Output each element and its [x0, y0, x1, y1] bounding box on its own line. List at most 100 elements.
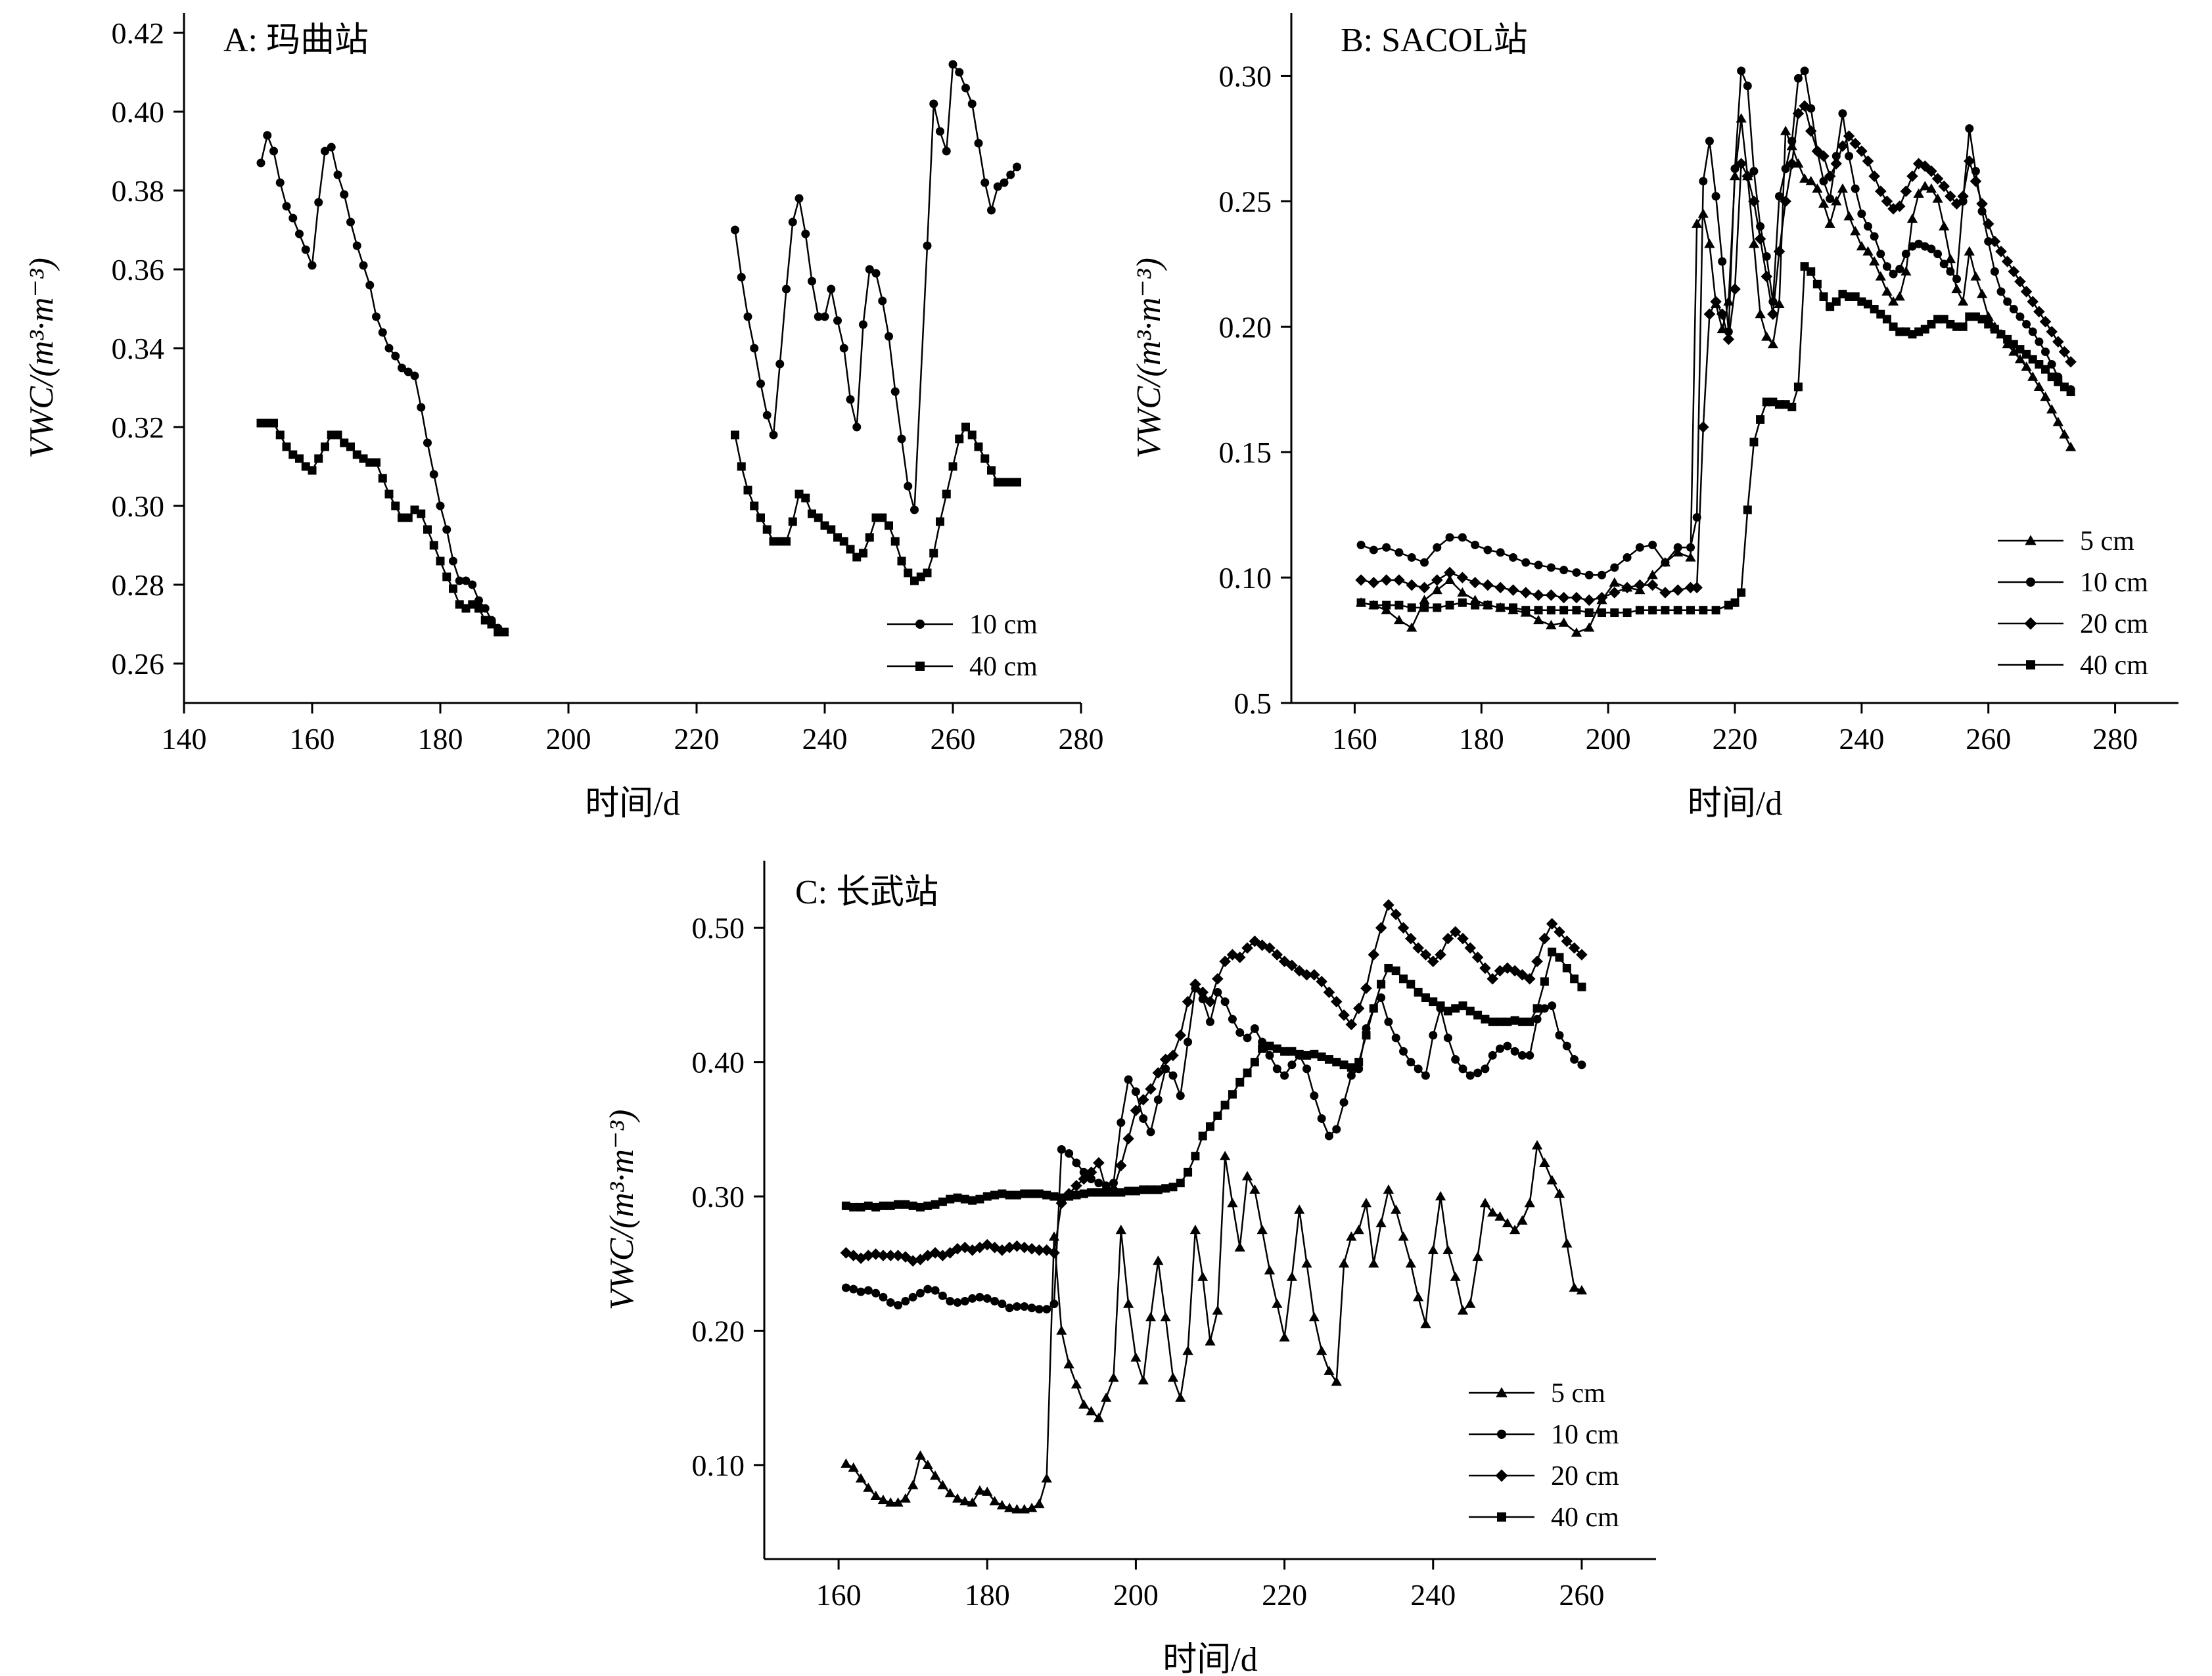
data-point	[301, 245, 310, 254]
data-point	[1406, 980, 1416, 989]
data-point	[1818, 198, 1830, 208]
data-point	[1946, 267, 1955, 276]
data-point	[1072, 1158, 1081, 1167]
data-point	[2041, 347, 2050, 356]
data-point	[1234, 1242, 1245, 1252]
data-point	[856, 1202, 865, 1212]
data-point	[275, 178, 285, 187]
y-tick-label: 0.50	[692, 911, 745, 945]
data-point	[1063, 1359, 1074, 1369]
data-point	[1012, 1190, 1021, 1200]
legend-label: 20 cm	[2080, 609, 2148, 639]
data-point	[1517, 1215, 1528, 1225]
data-point	[1145, 1311, 1157, 1322]
data-point	[1393, 614, 1405, 625]
data-point	[1906, 170, 1918, 182]
data-point	[1532, 1014, 1542, 1024]
data-point	[1168, 1071, 1178, 1080]
data-point	[1093, 1157, 1105, 1169]
data-point	[1856, 240, 1867, 251]
data-point	[1748, 195, 1760, 208]
data-point	[953, 1298, 962, 1307]
data-point	[1576, 1285, 1588, 1295]
data-point	[1206, 1122, 1214, 1131]
data-point	[892, 1497, 904, 1507]
data-point	[2008, 265, 2020, 278]
data-point	[1661, 558, 1670, 567]
data-point	[1258, 1037, 1267, 1047]
data-point	[1577, 982, 1586, 991]
data-point	[1762, 252, 1771, 261]
data-point	[897, 434, 906, 443]
data-point	[2003, 297, 2012, 306]
data-point	[1982, 217, 1994, 230]
data-point	[1026, 1503, 1038, 1512]
data-point	[500, 627, 509, 637]
data-point	[1786, 158, 1798, 170]
chart-panel-b: 160 180 200 220 240 260 280 0.5 0.10 0.15 0.20 0.25…	[1130, 13, 2178, 823]
data-point	[1308, 1311, 1320, 1322]
data-point	[980, 454, 990, 463]
data-point	[1494, 581, 1506, 594]
data-point	[1876, 250, 1885, 259]
data-point	[936, 127, 944, 136]
data-point	[1115, 1225, 1126, 1234]
data-point	[1950, 198, 1963, 210]
data-point	[915, 1450, 926, 1460]
data-point	[878, 296, 887, 306]
data-point	[944, 1247, 956, 1259]
data-point	[1767, 308, 1779, 320]
data-point	[1572, 568, 1581, 577]
data-point	[961, 422, 970, 432]
data-point	[1079, 1189, 1088, 1198]
data-point	[1131, 1187, 1140, 1196]
data-point	[1598, 608, 1606, 618]
data-point	[1482, 579, 1494, 591]
data-point	[908, 1480, 919, 1489]
legend-label: 20 cm	[1551, 1461, 1619, 1491]
data-point	[1398, 1231, 1409, 1241]
data-point	[929, 99, 938, 108]
data-point	[1124, 1187, 1133, 1196]
data-point	[1057, 1145, 1066, 1154]
data-point	[982, 1294, 992, 1303]
data-point	[948, 462, 957, 471]
data-point	[1952, 275, 1961, 284]
data-point	[1184, 1037, 1193, 1047]
data-point	[885, 1250, 897, 1261]
data-point	[1503, 1017, 1512, 1026]
data-point	[1433, 543, 1442, 552]
data-point	[846, 545, 855, 554]
data-point	[1442, 1244, 1454, 1254]
data-point	[944, 1487, 956, 1497]
data-point	[1648, 606, 1657, 615]
data-point	[1465, 1007, 1475, 1016]
data-point	[1295, 1049, 1304, 1058]
data-point	[1027, 1189, 1036, 1198]
data-point	[1087, 1188, 1096, 1197]
data-point	[938, 1197, 947, 1206]
data-point	[1743, 81, 1752, 91]
data-point	[841, 1458, 852, 1468]
data-point	[1756, 415, 1765, 424]
x-tick-label: 160	[816, 1578, 862, 1612]
data-point	[1887, 296, 1899, 306]
data-point	[1562, 1041, 1571, 1051]
data-point	[1965, 124, 1974, 133]
data-point	[1496, 1017, 1505, 1026]
data-point	[864, 1201, 873, 1210]
data-point	[1019, 1241, 1030, 1254]
data-point	[308, 466, 317, 475]
data-point	[410, 371, 419, 380]
data-point	[1131, 1087, 1140, 1097]
data-point	[1792, 107, 1805, 120]
data-point	[1286, 1271, 1298, 1281]
data-point	[442, 525, 451, 534]
data-point	[1939, 260, 1948, 269]
data-point	[1685, 552, 1696, 562]
data-point	[1711, 606, 1720, 615]
data-point	[1692, 218, 1703, 228]
legend-marker	[1497, 1430, 1506, 1439]
data-point	[384, 344, 394, 353]
data-point	[1964, 155, 1975, 168]
